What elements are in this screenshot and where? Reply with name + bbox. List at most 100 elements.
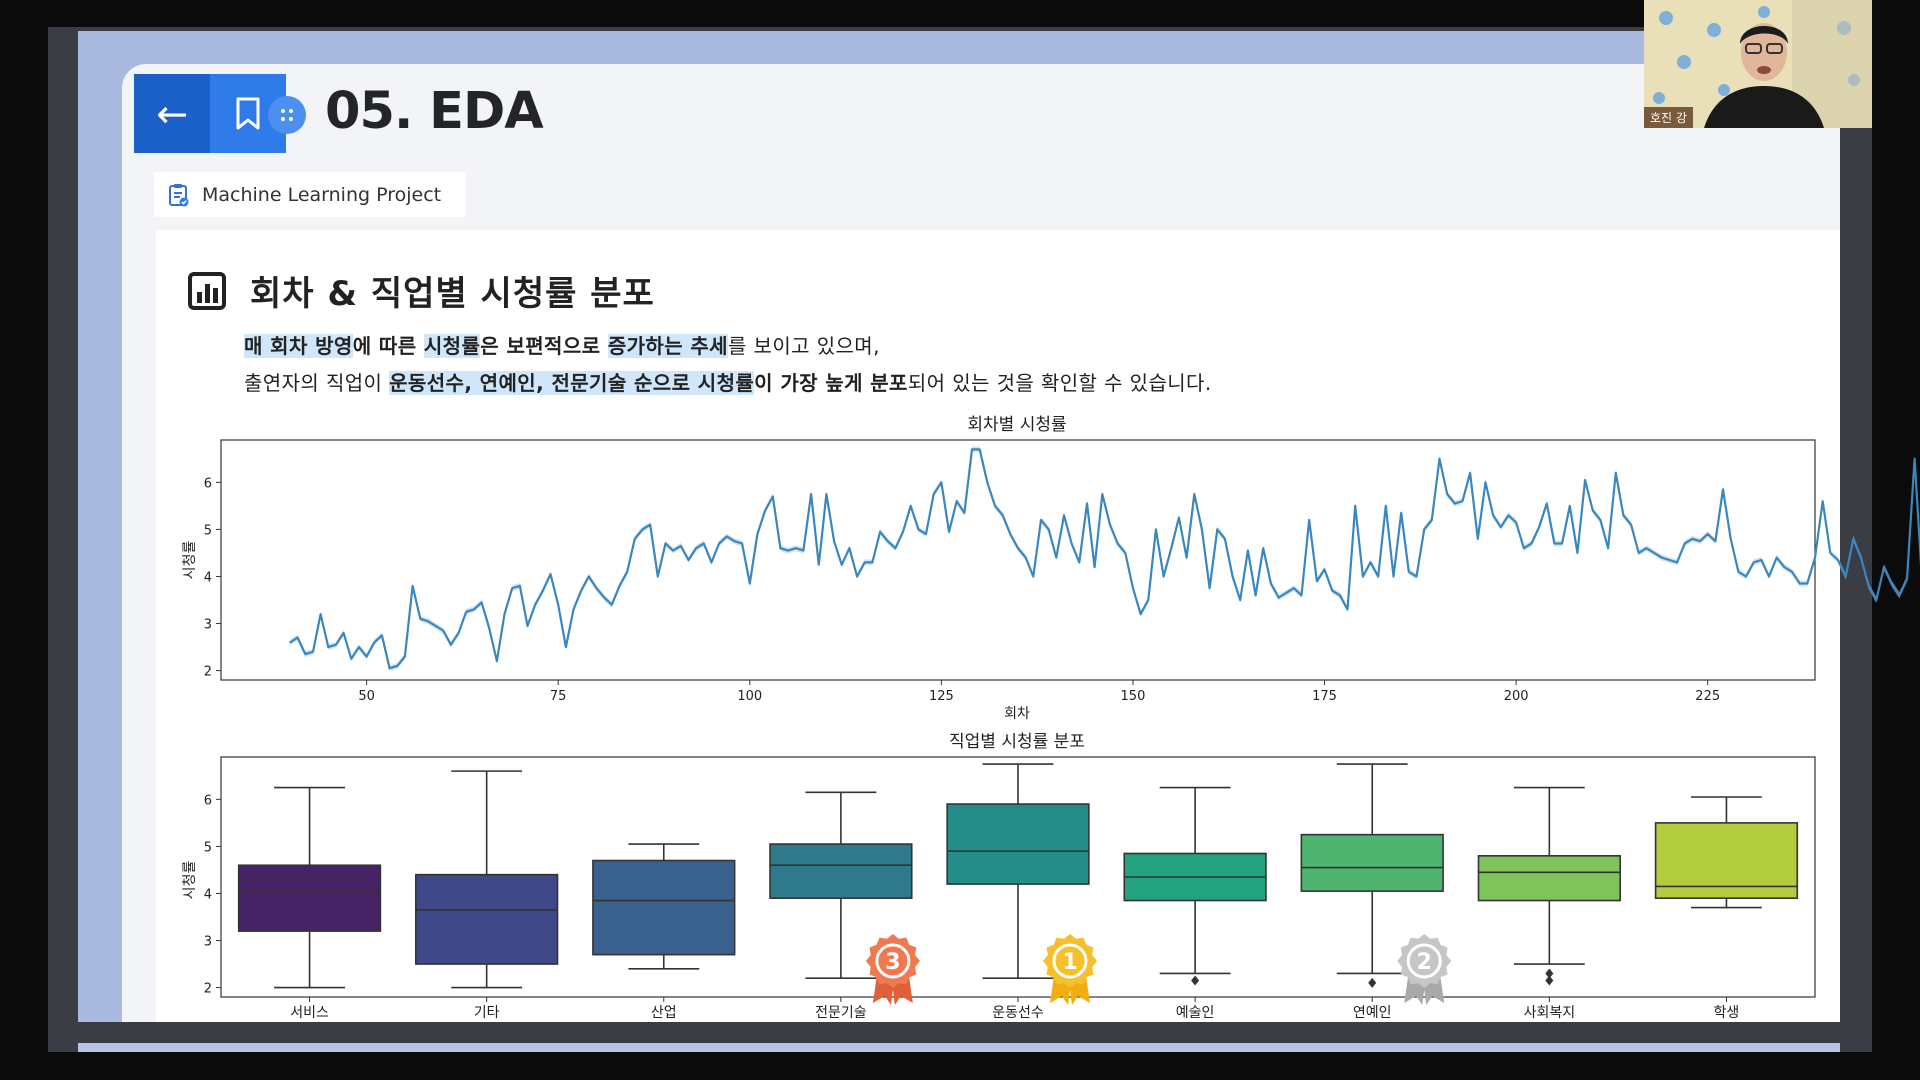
data-point	[1706, 533, 1709, 535]
data-point	[557, 603, 559, 606]
line-chart-ylabel: 시청률	[182, 541, 198, 580]
next-slide-strip	[78, 1043, 1840, 1052]
section-title: 회차 & 직업별 시청률 분포	[250, 274, 655, 314]
medal-ring	[875, 943, 911, 979]
outlier-marker	[1545, 975, 1554, 986]
data-point	[1745, 575, 1747, 578]
box-body	[592, 859, 736, 956]
data-point	[1101, 493, 1104, 495]
line-chart-frame	[220, 439, 1816, 681]
data-point	[1247, 549, 1249, 552]
data-point	[810, 493, 812, 495]
data-point	[1906, 578, 1908, 580]
y-tick-label: 6	[204, 476, 212, 491]
data-point	[1569, 505, 1571, 507]
box-전문기술: 전문기술	[769, 791, 913, 1021]
x-tick-label: 200	[1504, 689, 1529, 704]
data-point	[695, 547, 697, 549]
medal-rank-3-icon: 3	[865, 934, 920, 1005]
data-point	[1162, 575, 1165, 578]
data-point	[871, 561, 874, 564]
data-point	[1009, 533, 1012, 535]
medal-rank-1-icon: 1	[1043, 934, 1097, 1005]
y-tick-label: 4	[204, 887, 212, 902]
data-point	[373, 641, 376, 644]
y-tick-label: 5	[204, 840, 212, 855]
back-button[interactable]: ←	[134, 74, 210, 153]
data-point	[818, 563, 820, 566]
data-point	[1262, 547, 1264, 549]
data-point	[756, 533, 759, 535]
menu-button[interactable]	[268, 96, 306, 134]
data-point	[511, 587, 513, 589]
data-point	[1546, 502, 1548, 505]
box-사회복지: 사회복지	[1477, 786, 1621, 1021]
dots-grid-icon	[281, 109, 293, 121]
project-tag[interactable]: Machine Learning Project	[154, 172, 466, 217]
box-chart-title: 직업별 시청률 분포	[949, 732, 1085, 752]
data-point	[879, 531, 881, 533]
data-point	[1484, 481, 1487, 484]
data-point	[1323, 568, 1326, 571]
data-point	[1362, 575, 1364, 578]
data-point	[1668, 559, 1671, 561]
data-point	[1277, 596, 1280, 599]
data-point	[1630, 523, 1632, 526]
outlier-marker	[1191, 975, 1200, 986]
data-point	[1829, 552, 1832, 554]
x-tick-label: 학생	[1714, 1005, 1740, 1021]
text-segment: 운동선수, 연예인, 전문기술 순으로 시청률	[389, 371, 755, 395]
data-point	[641, 528, 644, 531]
data-point	[687, 559, 690, 561]
webcam-video	[1644, 0, 1872, 128]
y-tick-label: 2	[204, 982, 212, 997]
data-point	[672, 549, 674, 552]
data-point	[1331, 589, 1333, 592]
data-point	[618, 585, 621, 587]
data-point	[1798, 582, 1801, 585]
data-point	[1683, 542, 1686, 545]
data-point	[1783, 566, 1786, 568]
line-chart-ylabel-group: 시청률	[182, 541, 198, 580]
data-point	[1032, 575, 1035, 578]
webcam-overlay: 호진 강	[1644, 0, 1872, 128]
data-point	[986, 481, 989, 484]
data-point	[795, 547, 797, 549]
data-point	[1898, 594, 1901, 597]
data-point	[1622, 514, 1625, 517]
series-line	[289, 448, 1920, 670]
data-point	[1599, 519, 1602, 521]
y-tick-label: 4	[204, 570, 212, 585]
x-tick-label: 사회복지	[1524, 1005, 1576, 1021]
data-point	[1500, 526, 1502, 528]
medal-rank-label: 2	[1417, 950, 1432, 975]
project-label: Machine Learning Project	[202, 183, 442, 206]
data-point	[1821, 500, 1824, 503]
medal-rank-2-icon: 2	[1397, 934, 1452, 1005]
data-point	[1890, 582, 1893, 585]
data-point	[319, 613, 322, 615]
y-tick-label: 3	[204, 935, 212, 950]
data-point	[1584, 479, 1586, 481]
data-point	[1438, 458, 1441, 460]
data-point	[1637, 552, 1640, 554]
data-point	[1308, 519, 1310, 521]
box-body	[946, 803, 1090, 885]
x-tick-label: 75	[550, 689, 567, 704]
data-point	[526, 625, 529, 627]
data-point	[856, 575, 858, 578]
data-point	[1837, 559, 1839, 561]
x-tick-label: 225	[1695, 689, 1720, 704]
data-point	[963, 512, 966, 514]
text-segment: 매 회차 방영	[244, 334, 353, 358]
data-point	[473, 608, 475, 611]
box-학생: 학생	[1654, 796, 1799, 1021]
data-point	[833, 540, 835, 542]
data-point	[1346, 608, 1349, 611]
x-tick-label: 175	[1312, 689, 1337, 704]
text-segment: 시청률	[423, 334, 481, 358]
box-body	[415, 873, 559, 965]
outlier-marker	[1545, 968, 1554, 979]
data-point	[342, 632, 345, 634]
data-point	[450, 643, 452, 646]
